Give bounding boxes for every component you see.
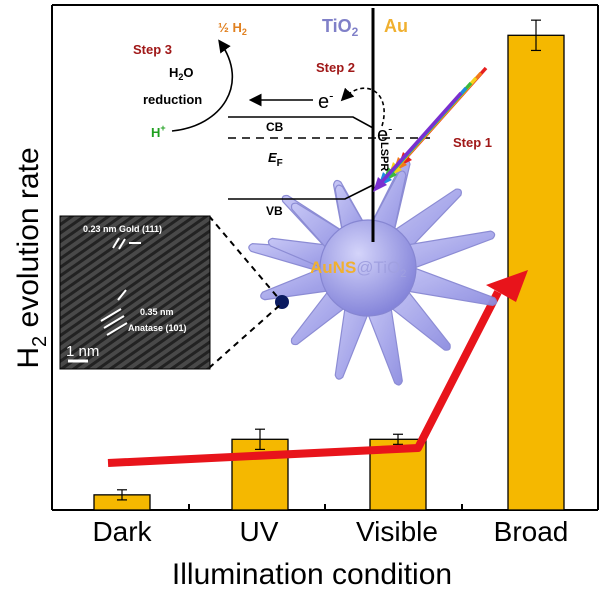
- hplus-label: H+: [151, 123, 166, 140]
- nanostar-core: [319, 219, 417, 317]
- spike: [363, 297, 403, 386]
- tio2-label-sub: 2: [352, 25, 359, 39]
- light-ray-head: [373, 177, 387, 192]
- inset-leader-top: [208, 215, 281, 301]
- anatase-fringe-marker: [100, 289, 128, 336]
- half-h2-label: ½ H2: [218, 20, 247, 37]
- au-label: Au: [384, 16, 408, 36]
- step2-label: Step 2: [316, 60, 355, 75]
- x-tick-label-dark: Dark: [92, 516, 152, 547]
- inset-leader-bottom: [208, 304, 281, 369]
- error-bar-uv: [255, 428, 265, 450]
- light-ray: [377, 91, 463, 187]
- spike: [397, 263, 498, 307]
- tio2-label-main: TiO: [322, 16, 352, 36]
- bars-layer: [93, 19, 565, 511]
- anatase-spacing-label: 0.35 nm: [140, 307, 174, 317]
- h2-evolution-curve: [171, 39, 234, 132]
- tio2-label: TiO2: [322, 16, 359, 39]
- particle-label: AuNS@TiO2: [310, 258, 406, 280]
- gold-spacing-label: 0.23 nm Gold (111): [83, 224, 162, 234]
- error-bar-visible: [393, 433, 403, 445]
- h2o-label: H2O: [169, 65, 194, 82]
- x-tick-marks: [188, 504, 463, 510]
- step3-label: Step 3: [133, 42, 172, 57]
- particle-label-aun: AuNS: [310, 258, 356, 277]
- trend-arrow-head: [486, 270, 528, 302]
- nanostar-schematic: AuNS@TiO2: [248, 159, 498, 386]
- fermi-label-sub: F: [277, 158, 283, 169]
- particle-label-sub: 2: [400, 268, 406, 280]
- bar-broad: [507, 34, 565, 511]
- gold-fringe-marker: [112, 237, 141, 250]
- step1-label: Step 1: [453, 135, 492, 150]
- vb-band: [228, 184, 374, 200]
- x-axis-label: Illumination condition: [172, 558, 452, 591]
- electron-au: e-: [377, 121, 392, 146]
- y-axis-label-main: H: [12, 347, 45, 369]
- anatase-plane-label: Anatase (101): [128, 323, 187, 333]
- x-tick-label-uv: UV: [240, 516, 279, 547]
- spike: [260, 263, 339, 301]
- x-tick-label-visible: Visible: [356, 516, 438, 547]
- scale-bar-label: 1 nm: [66, 343, 99, 360]
- light-rays: [373, 66, 488, 192]
- y-axis-label: H2 evolution rate: [12, 147, 51, 368]
- cb-label: CB: [266, 120, 284, 134]
- spike: [397, 230, 496, 273]
- spike: [334, 297, 373, 380]
- trend-arrow-line: [107, 290, 502, 467]
- vb-label: VB: [266, 204, 283, 218]
- lspr-label: LSPR: [378, 142, 390, 171]
- reduction-label: reduction: [143, 92, 202, 107]
- tem-image: [59, 215, 211, 370]
- fermi-label: EF: [268, 150, 283, 169]
- y-axis-label-rest: evolution rate: [12, 147, 45, 335]
- cb-band: [228, 116, 374, 129]
- error-bar-broad: [531, 19, 541, 52]
- electron-cb: e-: [318, 88, 333, 113]
- error-bar-dark: [117, 489, 127, 501]
- x-tick-label-broad: Broad: [494, 516, 569, 547]
- fermi-label-main: E: [268, 150, 277, 165]
- particle-label-tio2: @TiO: [356, 258, 400, 277]
- tem-image-shade: [60, 216, 210, 369]
- step2-transfer-arrow: [340, 87, 385, 127]
- tem-micrograph-inset: 0.23 nm Gold (111) 0.35 nm Anatase (101)…: [59, 215, 281, 370]
- y-axis-label-sub: 2: [29, 336, 51, 347]
